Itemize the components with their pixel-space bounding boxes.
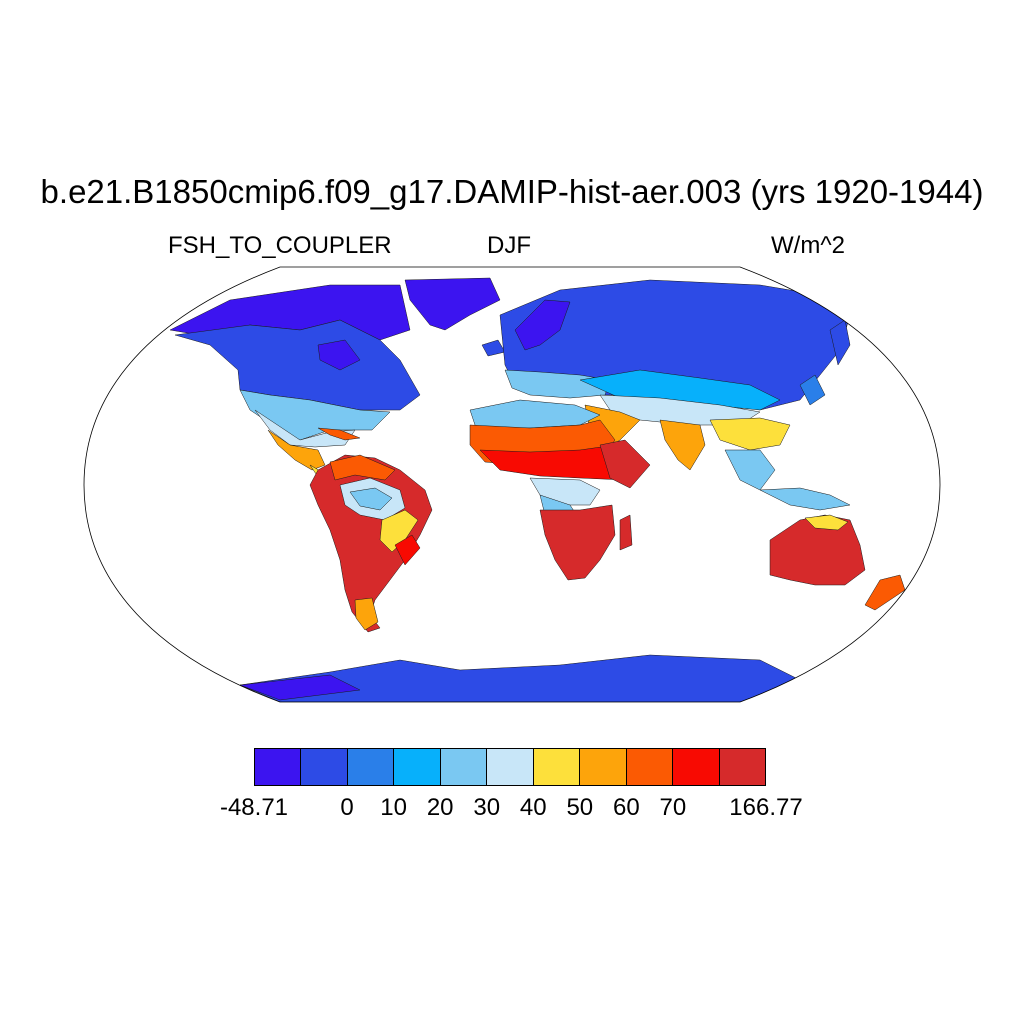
colorbar-tick-label: 70: [659, 794, 687, 821]
colorbar-tick-label: 166.77: [729, 794, 803, 821]
colorbar-tick-label: 10: [380, 794, 407, 821]
south-america: [309, 454, 433, 633]
antarctica-body: [239, 654, 801, 702]
se-asia: [724, 449, 776, 491]
antarctica-edge: [239, 674, 361, 701]
africa: [469, 399, 651, 581]
iceland: [481, 339, 506, 357]
colorbar-swatch: [626, 749, 674, 785]
season-label: DJF: [487, 232, 531, 259]
na-mexico: [267, 429, 326, 471]
greenland: [404, 277, 501, 331]
north-america: [169, 284, 421, 489]
globe-outline: [83, 266, 941, 703]
colorbar-tick-label: 60: [613, 794, 640, 821]
eurasia: [499, 279, 851, 491]
scandinavia: [514, 299, 571, 351]
india: [659, 419, 706, 471]
australia-north: [804, 514, 849, 531]
madagascar: [619, 514, 633, 551]
sa-amazon-inner: [349, 487, 393, 511]
colorbar-swatch: [673, 749, 720, 785]
japan: [799, 374, 826, 406]
units-label: W/m^2: [771, 232, 845, 259]
sa-east: [394, 534, 421, 566]
colorbar-swatch: [347, 749, 395, 785]
indonesia: [759, 487, 851, 511]
colorbar-swatch: [394, 749, 441, 785]
colorbar-swatch: [719, 749, 765, 785]
colorbar-tick-label: 40: [519, 794, 547, 821]
australia: [769, 514, 866, 586]
na-hudson: [317, 339, 361, 371]
colorbar-swatch: [487, 749, 534, 785]
new-zealand: [864, 574, 906, 611]
china-south: [709, 417, 791, 451]
sa-patagonia: [354, 597, 379, 631]
kamchatka: [829, 319, 851, 366]
variable-label: FSH_TO_COUPLER: [168, 232, 392, 259]
colorbar-tick-label: 30: [473, 794, 501, 821]
na-caribbean: [317, 427, 361, 441]
colorbar-swatch: [255, 749, 302, 785]
colorbar-swatch: [440, 749, 488, 785]
colorbar-swatch: [580, 749, 627, 785]
central-africa: [529, 477, 601, 506]
colorbar-tick-label: 0: [340, 794, 354, 821]
horn: [599, 439, 651, 489]
colorbar-tick-label: -48.71: [219, 794, 289, 821]
colorbar-tick-label: 50: [566, 794, 594, 821]
colorbar: [254, 748, 766, 786]
colorbar-swatch: [301, 749, 348, 785]
antarctica: [239, 654, 801, 702]
colorbar-swatch: [533, 749, 581, 785]
southern-africa: [539, 504, 616, 581]
colorbar-tick-label: 20: [426, 794, 454, 821]
sa-north-coast: [329, 454, 396, 481]
map-title: b.e21.B1850cmip6.f09_g17.DAMIP-hist-aer.…: [40, 173, 984, 210]
na-body: [174, 319, 421, 411]
